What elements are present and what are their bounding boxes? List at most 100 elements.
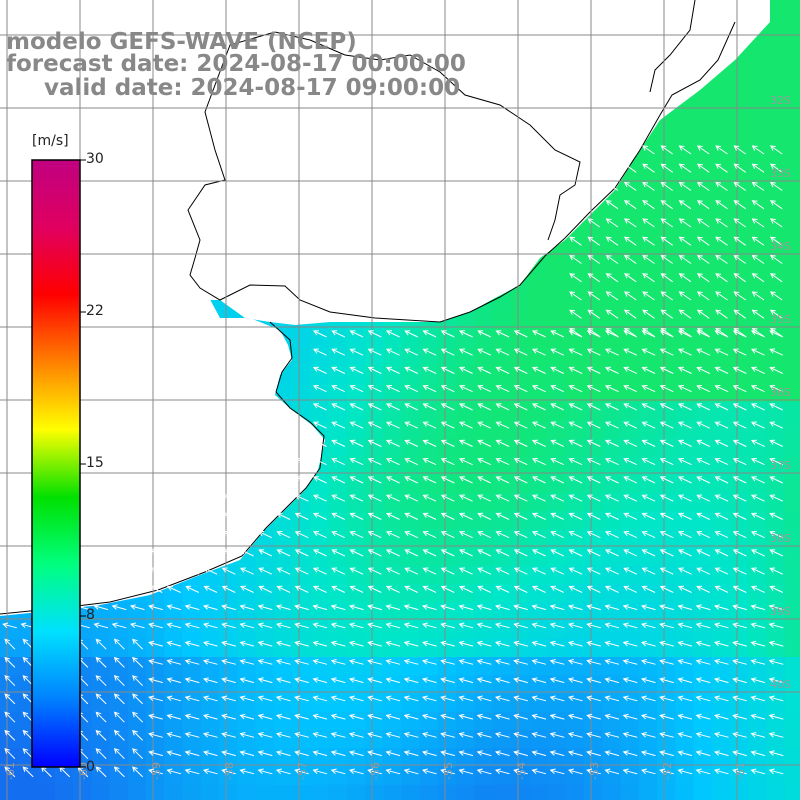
- wind-field-cell: [730, 310, 749, 330]
- colorbar-tick-label: 30: [86, 151, 104, 167]
- wind-field-cell: [638, 164, 658, 184]
- longitude-label: -51: [734, 762, 747, 780]
- wind-field-cell: [602, 255, 622, 275]
- wind-field-cell: [365, 419, 384, 439]
- wind-field-cell: [602, 547, 622, 567]
- wind-field-cell: [748, 164, 768, 184]
- wind-arrow: [202, 768, 218, 775]
- wind-field-cell: [365, 693, 384, 713]
- wind-field-cell: [73, 784, 92, 800]
- wind-arrow: [642, 236, 655, 246]
- wind-field-cell: [766, 0, 786, 19]
- wind-field-cell: [383, 584, 403, 603]
- wind-arrow: [385, 695, 401, 702]
- wind-arrow: [348, 695, 364, 702]
- wind-field-cell: [748, 638, 768, 658]
- wind-arrow: [659, 750, 674, 757]
- wind-arrow: [202, 640, 218, 647]
- wind-arrow: [458, 421, 473, 429]
- wind-arrow: [604, 403, 619, 411]
- wind-arrow: [715, 291, 728, 301]
- wind-arrow: [769, 327, 783, 337]
- wind-arrow: [659, 531, 674, 539]
- wind-field-cell: [657, 638, 676, 658]
- wind-field-cell: [365, 438, 384, 457]
- wind-field-cell: [0, 638, 19, 658]
- wind-field-cell: [292, 383, 311, 403]
- wind-arrow: [567, 604, 583, 611]
- wind-field-cell: [109, 693, 129, 713]
- wind-field-cell: [602, 219, 622, 238]
- wind-field-cell: [766, 219, 786, 238]
- wind-arrow: [132, 675, 144, 687]
- wind-arrow: [769, 567, 784, 575]
- wind-arrow: [715, 309, 728, 319]
- wind-arrow: [513, 768, 528, 775]
- wind-field-cell: [620, 766, 640, 786]
- wind-arrow: [623, 291, 637, 301]
- land-mask: [0, 0, 736, 615]
- wind-field-cell: [748, 365, 768, 384]
- wind-arrow: [660, 200, 673, 210]
- wind-arrow: [751, 145, 765, 155]
- wind-arrow: [331, 494, 346, 502]
- wind-field-cell: [784, 36, 800, 56]
- wind-field-cell: [638, 748, 658, 768]
- wind-field-cell: [456, 492, 476, 512]
- wind-field-cell: [438, 419, 457, 439]
- wind-field-cell: [748, 127, 768, 147]
- wind-field-cell: [401, 438, 421, 457]
- wind-arrow: [349, 348, 364, 356]
- wind-field-cell: [419, 675, 439, 695]
- wind-field-cell: [109, 602, 129, 622]
- wind-arrow: [659, 385, 674, 393]
- wind-arrow: [294, 659, 309, 665]
- wind-arrow: [714, 366, 729, 374]
- wind-field-cell: [784, 657, 800, 676]
- wind-field-cell: [237, 565, 257, 585]
- wind-arrow: [348, 604, 364, 611]
- wind-arrow: [221, 695, 236, 702]
- wind-field-cell: [273, 529, 293, 549]
- wind-field-cell: [292, 584, 311, 603]
- wind-arrow: [348, 750, 364, 757]
- wind-field-cell: [730, 602, 749, 622]
- wind-arrow: [642, 181, 655, 191]
- wind-field-cell: [784, 255, 800, 275]
- wind-arrow: [349, 403, 364, 411]
- wind-arrow: [622, 695, 638, 702]
- wind-arrow: [623, 309, 637, 319]
- wind-arrow: [659, 458, 674, 466]
- wind-field-cell: [419, 529, 439, 549]
- wind-field-cell: [565, 657, 585, 676]
- wind-arrow: [549, 604, 565, 611]
- wind-field-cell: [657, 328, 676, 348]
- wind-arrows: [2, 145, 784, 778]
- wind-arrow: [458, 750, 474, 757]
- wind-arrow: [713, 695, 729, 702]
- wind-arrow: [531, 549, 546, 557]
- wind-arrow: [769, 476, 784, 484]
- wind-arrow: [733, 163, 746, 173]
- wind-field-cell: [675, 602, 695, 622]
- wind-arrow: [660, 236, 673, 246]
- wind-field-cell: [456, 565, 476, 585]
- wind-field-cell: [346, 657, 366, 676]
- wind-arrow: [458, 732, 474, 738]
- wind-field-cell: [748, 511, 768, 530]
- wind-arrow: [622, 713, 638, 720]
- wind-field-cell: [675, 748, 695, 768]
- wind-field-cell: [474, 602, 494, 622]
- wind-arrow: [550, 585, 565, 593]
- wind-field-cell: [584, 456, 603, 476]
- wind-arrow: [294, 622, 309, 629]
- wind-arrow: [695, 659, 711, 665]
- wind-field-cell: [383, 766, 403, 786]
- wind-field-cell: [292, 365, 311, 384]
- wind-field-cell: [675, 657, 695, 676]
- wind-field-cell: [602, 365, 622, 384]
- wind-arrow: [586, 476, 601, 484]
- wind-arrow: [769, 421, 784, 429]
- wind-arrow: [113, 711, 125, 723]
- wind-field-cell: [693, 456, 713, 476]
